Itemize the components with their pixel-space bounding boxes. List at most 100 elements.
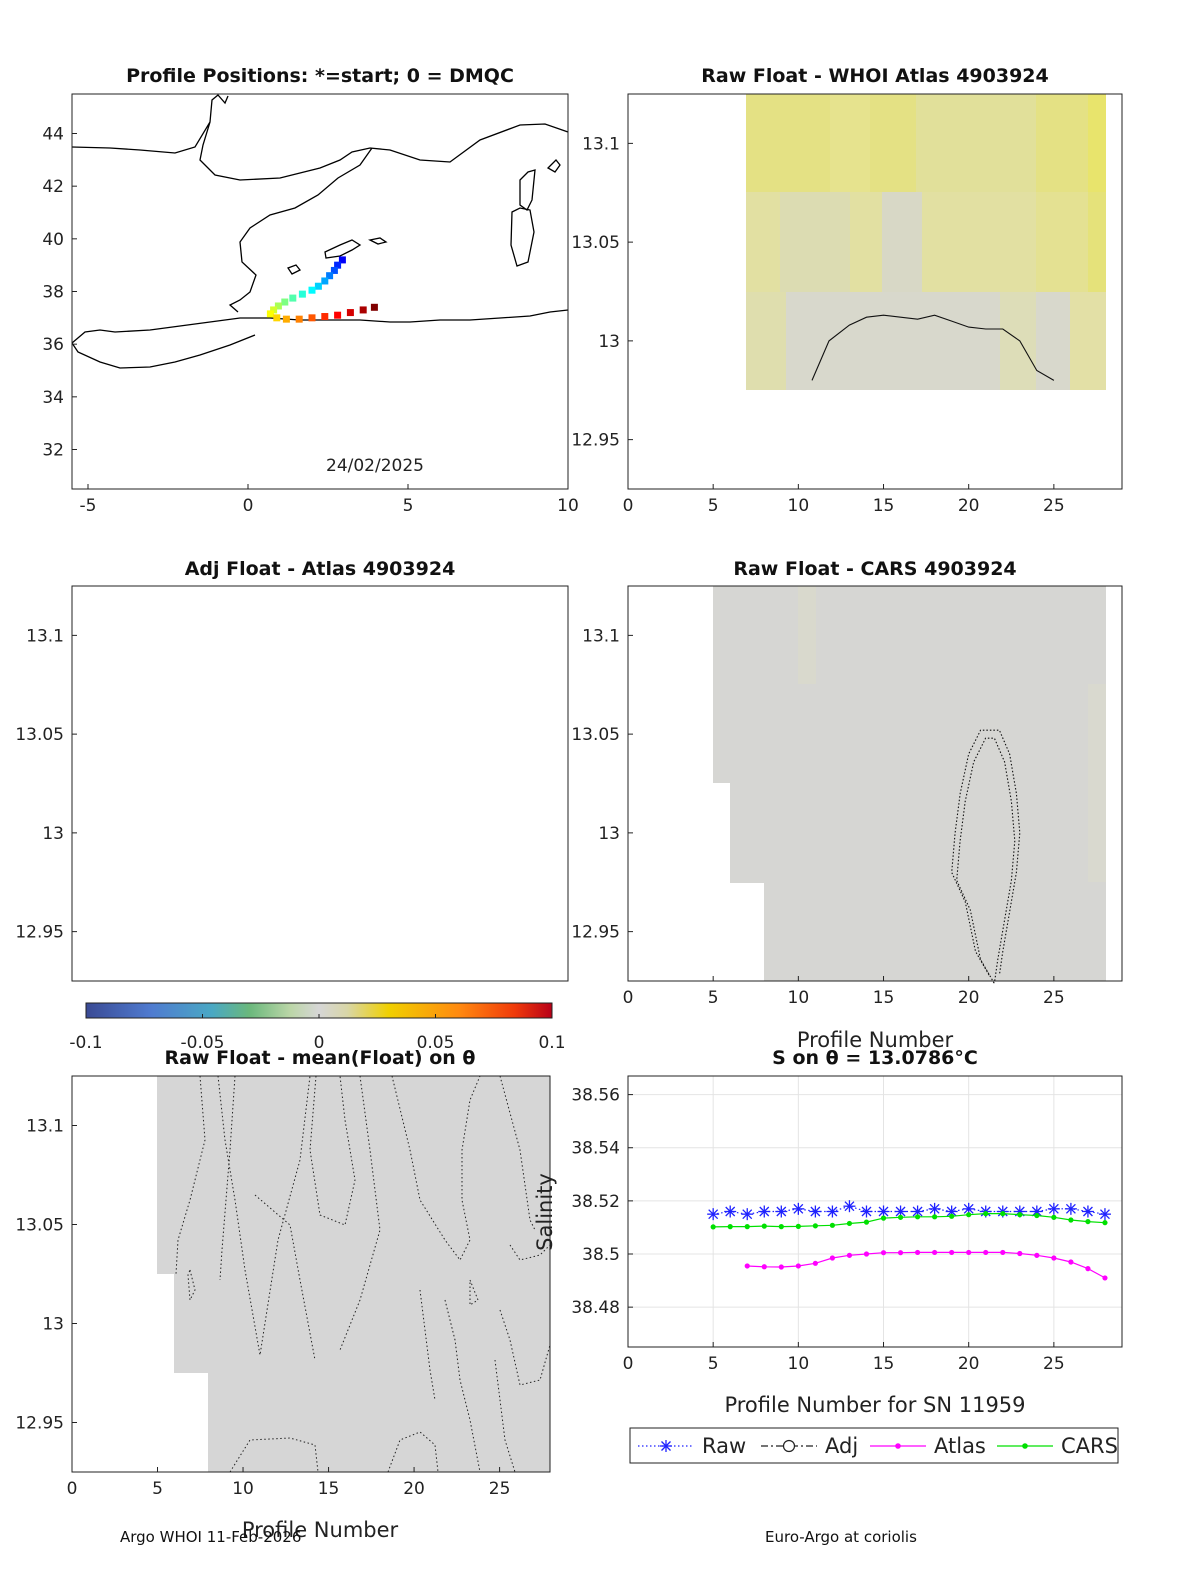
raw-whoi-contour <box>811 314 1055 381</box>
raw-series <box>707 1200 1111 1221</box>
raw-mean-panel: Raw Float - mean(Float) on θ <box>15 1047 551 1542</box>
raw-series-point <box>877 1205 890 1218</box>
positions-ytick-label: 36 <box>42 335 64 355</box>
salinity-xtick-label: 15 <box>873 1354 895 1374</box>
raw-series-point <box>809 1205 822 1218</box>
raw-mean-xtick-label: 10 <box>232 1479 254 1499</box>
atlas-series-point <box>1000 1249 1006 1256</box>
raw-whoi-xtick-label: 0 <box>623 496 634 516</box>
profile-position-point <box>295 315 303 323</box>
raw-series-point <box>928 1202 941 1215</box>
raw-mean-xlabel: Profile Number <box>242 1518 399 1542</box>
salinity-ytick-label: 38.56 <box>571 1086 620 1106</box>
atlas-series-point <box>966 1249 972 1256</box>
raw-whoi-y-ticks: 13.1 13.05 13 12.95 <box>571 134 633 451</box>
profile-position-point <box>273 314 281 322</box>
raw-whoi-axes-box <box>627 93 1123 490</box>
salinity-xtick-label: 0 <box>623 1354 634 1374</box>
raw-mean-xtick-label: 0 <box>67 1479 78 1499</box>
raw-cars-x-ticks: 0 5 10 15 20 25 <box>623 976 1065 1008</box>
cars-series-point <box>983 1211 989 1217</box>
raw-cars-contour <box>951 729 1021 976</box>
raw-cars-heatmap <box>713 586 1106 984</box>
cars-series-point <box>727 1224 733 1230</box>
positions-ytick-label: 38 <box>42 283 64 303</box>
raw-whoi-ytick-label: 12.95 <box>571 431 620 451</box>
raw-mean-xtick-label: 5 <box>152 1479 163 1499</box>
positions-panel: Profile Positions: *=start; 0 = DMQC 24/… <box>42 65 578 516</box>
salinity-axes-box <box>627 1075 1123 1348</box>
atlas-series-line <box>747 1251 1106 1279</box>
raw-series-point <box>1030 1205 1043 1218</box>
salinity-ytick-label: 38.5 <box>582 1245 620 1265</box>
colorbar-tick-label: 0.05 <box>417 1033 455 1053</box>
coastline <box>71 94 569 369</box>
salinity-xtick-label: 20 <box>958 1354 980 1374</box>
raw-cars-xtick-label: 15 <box>873 988 895 1008</box>
cars-series-point <box>1017 1212 1023 1218</box>
raw-cars-ytick-label: 13 <box>598 824 620 844</box>
salinity-y-ticks: 38.56 38.54 38.52 38.5 38.48 <box>571 1086 633 1318</box>
profile-position-point <box>338 256 346 264</box>
raw-mean-ytick-label: 12.95 <box>15 1414 64 1434</box>
profile-position-point <box>289 294 297 302</box>
footer-left: Argo WHOI 11-Feb-2026 <box>120 1528 301 1546</box>
cars-series-point <box>1102 1220 1108 1226</box>
adj-atlas-ytick-label: 13.05 <box>15 725 64 745</box>
raw-mean-ytick-label: 13.05 <box>15 1216 64 1236</box>
raw-series-point <box>843 1200 856 1213</box>
positions-ytick-label: 32 <box>42 441 64 461</box>
profile-position-point <box>359 306 367 314</box>
cars-series-point <box>710 1224 716 1230</box>
legend-marker <box>895 1443 901 1449</box>
cars-series-point <box>863 1219 870 1225</box>
profile-position-point <box>326 272 334 280</box>
raw-mean-title: Raw Float - mean(Float) on θ <box>165 1047 476 1069</box>
adj-atlas-panel: Adj Float - Atlas 4903924 13.1 13.05 13 12.… <box>15 558 569 1053</box>
legend-label: CARS <box>1061 1434 1118 1458</box>
legend-marker <box>1022 1443 1028 1449</box>
adj-atlas-ytick-label: 13 <box>42 824 64 844</box>
salinity-ylabel: Salinity <box>533 1173 557 1251</box>
cars-series-point <box>829 1222 836 1228</box>
profile-position-point <box>274 302 282 310</box>
positions-ytick-label: 40 <box>42 230 64 250</box>
raw-series-point <box>758 1205 771 1218</box>
cars-series-point <box>812 1223 818 1229</box>
raw-cars-xlabel: Profile Number <box>797 1028 954 1052</box>
cars-series-point <box>1034 1212 1040 1219</box>
cars-series-point <box>897 1214 904 1220</box>
legend-marker <box>782 1439 796 1453</box>
atlas-series-point <box>744 1263 750 1269</box>
raw-whoi-xtick-label: 20 <box>958 496 980 516</box>
salinity-panel: S on θ = 13.0786°C 0 5 10 15 20 25 38.56 38.54… <box>533 1047 1123 1464</box>
profile-position-point <box>308 286 316 294</box>
colorbar-tick-label: 0 <box>314 1033 325 1053</box>
atlas-series-point <box>1102 1275 1108 1281</box>
cars-series-point <box>1000 1211 1006 1217</box>
cars-series-point <box>778 1224 784 1230</box>
raw-whoi-xtick-label: 25 <box>1043 496 1065 516</box>
positions-xtick-label: 5 <box>403 496 414 516</box>
cars-series-line <box>713 1212 1106 1228</box>
cars-series-point <box>795 1223 801 1229</box>
positions-xtick-label: 10 <box>557 496 579 516</box>
legend-item-cars: CARS <box>997 1434 1118 1458</box>
cars-series-point <box>761 1223 767 1229</box>
cars-series-point <box>744 1224 750 1230</box>
raw-whoi-title: Raw Float - WHOI Atlas 4903924 <box>701 65 1048 87</box>
salinity-series <box>707 1200 1111 1281</box>
legend-label: Raw <box>702 1434 746 1458</box>
raw-cars-ytick-label: 13.05 <box>571 725 620 745</box>
raw-cars-ytick-label: 12.95 <box>571 923 620 943</box>
atlas-series-point <box>795 1263 801 1269</box>
profile-position-point <box>298 290 306 298</box>
cars-series-point <box>1051 1214 1057 1220</box>
colorbar-tick-label: -0.05 <box>181 1033 225 1053</box>
raw-cars-xtick-label: 25 <box>1043 988 1065 1008</box>
atlas-series-point <box>1085 1266 1091 1272</box>
raw-whoi-ytick-label: 13.1 <box>582 134 620 154</box>
atlas-series-point <box>846 1252 853 1258</box>
raw-series-point <box>1098 1208 1111 1221</box>
